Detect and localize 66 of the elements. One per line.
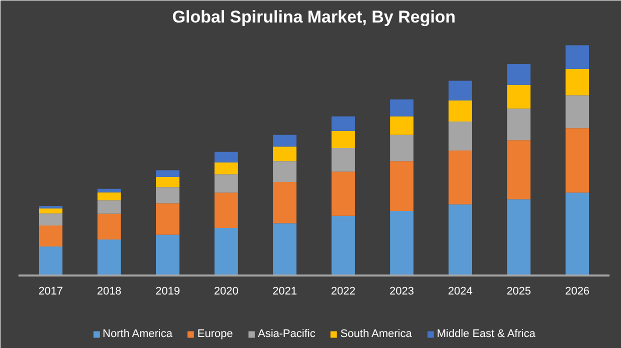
x-tick-label: 2021: [272, 285, 297, 298]
bar: [38, 246, 62, 276]
bar: [97, 240, 121, 276]
bar: [448, 204, 472, 276]
legend-label: Asia-Pacific: [258, 328, 316, 340]
bar: [273, 223, 296, 276]
x-tick-label: 2023: [390, 285, 414, 298]
bar: [448, 80, 472, 101]
bar: [566, 192, 590, 276]
x-tick-label: 2025: [506, 285, 532, 298]
x-tick-label: 2018: [96, 285, 122, 298]
bar: [507, 64, 531, 85]
bar: [156, 203, 180, 235]
bar: [273, 182, 296, 224]
bar: [507, 140, 531, 200]
bar: [156, 176, 180, 188]
legend-label: South America: [340, 328, 412, 340]
bar: [507, 199, 531, 276]
bar: [332, 172, 355, 216]
x-tick-label: 2024: [448, 285, 473, 298]
bar: [390, 134, 414, 162]
x-tick-label: 2017: [38, 285, 63, 298]
bar: [390, 211, 414, 276]
legend-label: North America: [102, 328, 172, 340]
bar: [332, 130, 355, 148]
bar: [156, 234, 180, 276]
bar: [273, 146, 296, 162]
chart-title: Global Spirulina Market, By Region: [172, 8, 456, 26]
bar: [38, 226, 62, 246]
bar: [332, 148, 355, 172]
legend-label: Middle East & Africa: [436, 328, 536, 340]
bar: [38, 208, 62, 214]
bar: [214, 152, 238, 162]
bar: [156, 170, 180, 177]
bar: [332, 216, 355, 276]
bar: [156, 187, 180, 204]
x-tick-label: 2026: [565, 285, 590, 298]
bar: [214, 162, 238, 174]
bar: [448, 150, 472, 204]
bar: [38, 206, 62, 208]
legend-label: Europe: [197, 328, 233, 340]
bar: [448, 100, 472, 122]
bar: [507, 84, 531, 109]
bar: [566, 69, 590, 96]
bar: [97, 200, 121, 214]
bar: [332, 116, 355, 131]
bar: [566, 128, 590, 193]
bar: [97, 214, 121, 240]
bar: [214, 228, 238, 276]
bar: [390, 116, 414, 135]
bar: [566, 95, 590, 128]
bar: [273, 134, 296, 147]
x-tick-label: 2020: [214, 285, 238, 298]
bar: [273, 161, 296, 182]
bar: [97, 188, 121, 192]
x-tick-label: 2019: [155, 285, 180, 298]
x-tick-label: 2022: [331, 285, 356, 298]
bar: [507, 108, 531, 140]
bar: [97, 192, 121, 200]
bar: [390, 161, 414, 212]
bar: [214, 192, 238, 228]
bar: [566, 45, 590, 70]
bar: [448, 121, 472, 150]
bar: [38, 213, 62, 226]
bar: [214, 174, 238, 193]
bar: [390, 99, 414, 116]
